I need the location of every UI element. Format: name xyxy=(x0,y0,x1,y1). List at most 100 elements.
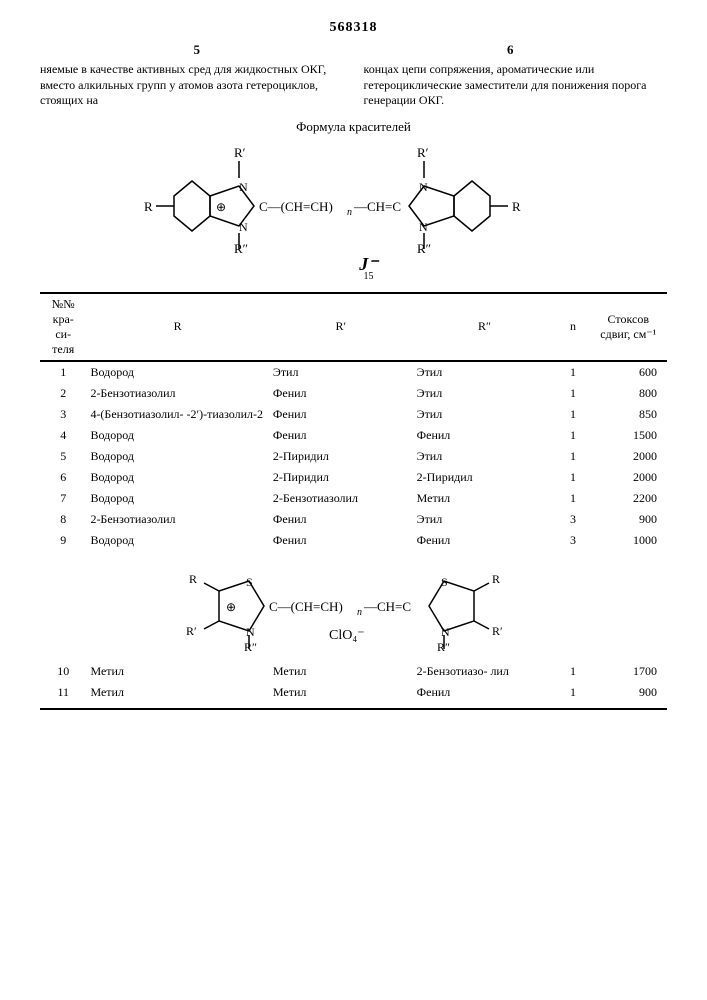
svg-text:C—(CH=CH): C—(CH=CH) xyxy=(259,199,333,214)
th-n: n xyxy=(556,293,589,361)
column-numbers: 5 6 xyxy=(40,42,667,58)
cell-r1: Фенил xyxy=(269,383,413,404)
svg-text:R: R xyxy=(189,572,197,586)
svg-text:N: N xyxy=(419,180,428,194)
cell-r2: Этил xyxy=(413,509,557,530)
cell-r1: Метил xyxy=(269,661,413,682)
cell-r2: Этил xyxy=(413,404,557,425)
svg-text:n: n xyxy=(357,607,362,618)
right-col-number: 6 xyxy=(354,42,668,58)
cell-no: 9 xyxy=(40,530,86,551)
svg-text:S: S xyxy=(246,575,253,589)
table-row: 9ВодородФенилФенил31000 xyxy=(40,530,667,551)
cell-no: 2 xyxy=(40,383,86,404)
cell-r2: 2-Пиридил xyxy=(413,467,557,488)
table-row: 5Водород2-ПиридилЭтил12000 xyxy=(40,446,667,467)
formula-2-row: S N ⊕ R R′ R″ C—(CH=CH) n —CH=C S xyxy=(40,551,667,661)
cell-no: 3 xyxy=(40,404,86,425)
cell-r: Водород xyxy=(86,488,268,509)
left-col-number: 5 xyxy=(40,42,354,58)
cell-shift: 800 xyxy=(590,383,667,404)
cell-no: 4 xyxy=(40,425,86,446)
intro-text: няемые в качестве активных сред для жидк… xyxy=(40,62,667,109)
formula-1: N N ⊕ R′ R″ R C—(CH=CH) n —CH=C N N R′ xyxy=(40,141,667,282)
cell-r2: 2-Бензотиазо- лил xyxy=(413,661,557,682)
cell-no: 10 xyxy=(40,661,86,682)
cell-r: 4-(Бензотиазолил- -2′)-тиазолил-2 xyxy=(86,404,268,425)
cell-n: 1 xyxy=(556,467,589,488)
cell-r: Водород xyxy=(86,530,268,551)
table-row: 11МетилМетилФенил1900 xyxy=(40,682,667,709)
cell-r1: Фенил xyxy=(269,404,413,425)
table-row: 82-БензотиазолилФенилЭтил3900 xyxy=(40,509,667,530)
svg-text:R: R xyxy=(512,199,521,214)
cell-n: 1 xyxy=(556,661,589,682)
cell-r1: Этил xyxy=(269,361,413,383)
cell-r2: Этил xyxy=(413,361,557,383)
svg-text:R: R xyxy=(144,199,153,214)
th-r2: R″ xyxy=(413,293,557,361)
cell-n: 1 xyxy=(556,682,589,709)
cell-r1: Метил xyxy=(269,682,413,709)
cell-n: 3 xyxy=(556,509,589,530)
cell-n: 1 xyxy=(556,488,589,509)
cell-n: 1 xyxy=(556,446,589,467)
svg-text:C—(CH=CH): C—(CH=CH) xyxy=(269,599,343,614)
right-text: концах цепи сопряжения, ароматические ил… xyxy=(364,62,668,109)
cell-r1: Фенил xyxy=(269,509,413,530)
page: 568318 5 6 няемые в качестве активных ср… xyxy=(0,0,707,1000)
svg-text:R′: R′ xyxy=(234,145,246,160)
th-no: №№ кра- си- теля xyxy=(40,293,86,361)
cell-shift: 1000 xyxy=(590,530,667,551)
cell-r1: 2-Пиридил xyxy=(269,467,413,488)
cell-r1: 2-Пиридил xyxy=(269,446,413,467)
cell-shift: 1700 xyxy=(590,661,667,682)
svg-text:N: N xyxy=(239,220,248,234)
svg-text:N: N xyxy=(441,625,450,639)
svg-text:N: N xyxy=(419,220,428,234)
cell-r2: Фенил xyxy=(413,682,557,709)
svg-text:N: N xyxy=(246,625,255,639)
cell-r: Метил xyxy=(86,661,268,682)
svg-text:n: n xyxy=(347,207,352,218)
cell-r2: Этил xyxy=(413,383,557,404)
svg-text:R′: R′ xyxy=(417,145,429,160)
th-r: R xyxy=(86,293,268,361)
cell-no: 1 xyxy=(40,361,86,383)
cell-r2: Этил xyxy=(413,446,557,467)
svg-text:R″: R″ xyxy=(437,640,450,651)
dye-table: №№ кра- си- теля R R′ R″ n Стоксов сдвиг… xyxy=(40,292,667,710)
cell-shift: 900 xyxy=(590,509,667,530)
cell-r: Водород xyxy=(86,425,268,446)
cell-r: Метил xyxy=(86,682,268,709)
anion-2-label: ClO₄⁻ xyxy=(329,628,365,643)
cell-no: 11 xyxy=(40,682,86,709)
th-shift: Стоксов сдвиг, см⁻¹ xyxy=(590,293,667,361)
cell-no: 5 xyxy=(40,446,86,467)
svg-text:R″: R″ xyxy=(244,640,257,651)
cell-r: Водород xyxy=(86,467,268,488)
svg-text:R: R xyxy=(492,572,500,586)
cell-r1: Фенил xyxy=(269,425,413,446)
table-row: 1ВодородЭтилЭтил1600 xyxy=(40,361,667,383)
cell-r: 2-Бензотиазолил xyxy=(86,509,268,530)
left-text: няемые в качестве активных сред для жидк… xyxy=(40,62,344,109)
cell-shift: 850 xyxy=(590,404,667,425)
cell-n: 1 xyxy=(556,404,589,425)
svg-text:N: N xyxy=(239,180,248,194)
table-row: 4ВодородФенилФенил11500 xyxy=(40,425,667,446)
table-row: 22-БензотиазолилФенилЭтил1800 xyxy=(40,383,667,404)
cell-r2: Фенил xyxy=(413,425,557,446)
cell-r2: Фенил xyxy=(413,530,557,551)
cell-shift: 2000 xyxy=(590,446,667,467)
cell-shift: 900 xyxy=(590,682,667,709)
cell-r: Водород xyxy=(86,361,268,383)
svg-text:R″: R″ xyxy=(417,241,431,256)
cell-n: 3 xyxy=(556,530,589,551)
cell-r2: Метил xyxy=(413,488,557,509)
svg-text:R′: R′ xyxy=(186,624,197,638)
cell-no: 8 xyxy=(40,509,86,530)
svg-text:R′: R′ xyxy=(492,624,503,638)
formula-title: Формула красителей xyxy=(40,119,667,135)
table-row: 34-(Бензотиазолил- -2′)-тиазолил-2ФенилЭ… xyxy=(40,404,667,425)
